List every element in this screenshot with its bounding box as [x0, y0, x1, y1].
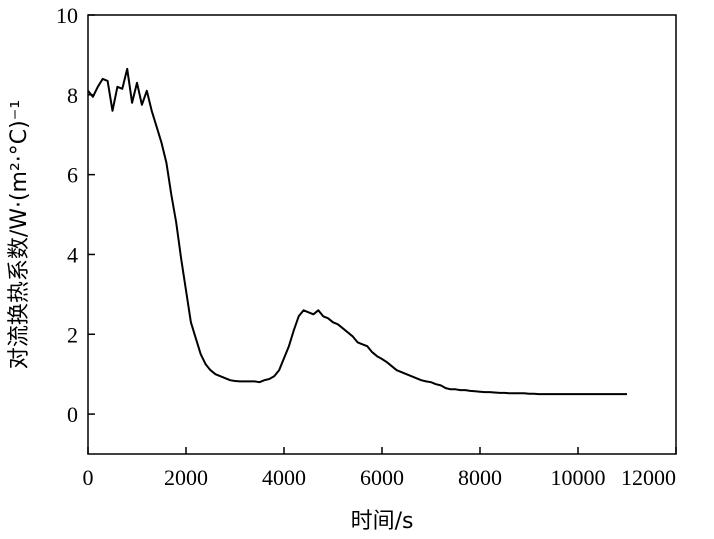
x-tick-label: 10000 — [551, 465, 606, 490]
y-tick-label: 2 — [67, 322, 78, 347]
y-tick-label: 0 — [67, 402, 78, 427]
series-group — [87, 67, 627, 396]
x-tick-label: 6000 — [360, 465, 404, 490]
series-line — [87, 67, 627, 396]
x-tick-label: 12000 — [621, 465, 676, 490]
y-tick-label: 6 — [67, 163, 78, 188]
axes-frame — [87, 14, 677, 455]
y-axis-label: 对流换热系数/W·(m²·°C)⁻¹ — [7, 100, 32, 369]
y-tick-label: 8 — [67, 83, 78, 108]
tick-group: 0 2000 4000 6000 8000 10000 12000 0 2 4 6 8 10 — [56, 3, 677, 490]
x-tick-label: 8000 — [458, 465, 502, 490]
x-tick-label: 4000 — [262, 465, 306, 490]
y-tick-label: 4 — [67, 242, 78, 267]
x-tick-label: 2000 — [164, 465, 208, 490]
plot-border — [87, 14, 677, 455]
x-tick-label: 0 — [83, 465, 94, 490]
x-axis-label: 时间/s — [351, 509, 414, 534]
y-tick-label: 10 — [56, 3, 78, 28]
